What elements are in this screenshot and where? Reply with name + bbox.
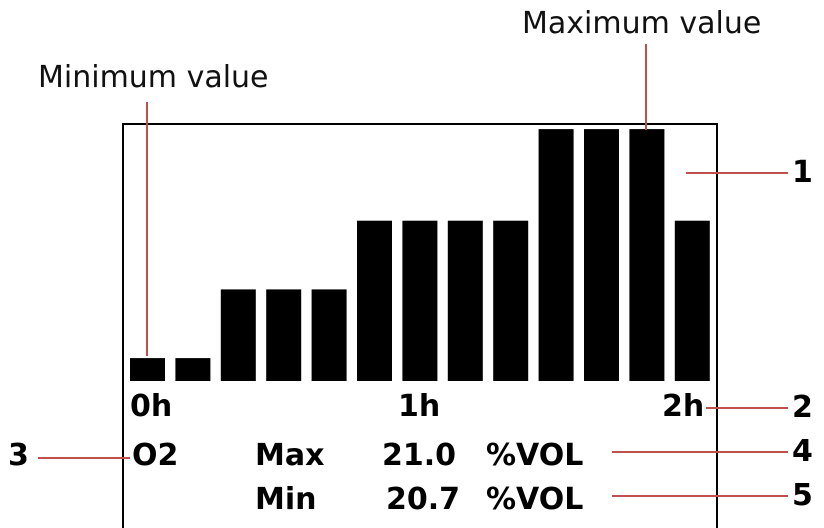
bar-13: [674, 220, 710, 381]
bar-series: [130, 129, 710, 381]
bar-3: [220, 289, 256, 381]
callout-number-2: 2: [792, 390, 813, 425]
max-label: Max: [255, 438, 325, 473]
bar-5: [311, 289, 347, 381]
callout-number-5: 5: [792, 478, 813, 513]
bar-9: [493, 220, 529, 381]
lcd-display-frame: [122, 123, 718, 528]
bar-6: [357, 220, 392, 381]
min-label: Min: [255, 482, 317, 517]
bar-10: [538, 129, 574, 381]
maximum-value-annotation: Maximum value: [522, 6, 762, 41]
min-reading-unit: %VOL: [486, 482, 584, 517]
bar-12: [629, 129, 665, 381]
bar-4: [266, 289, 302, 381]
max-reading-unit: %VOL: [486, 438, 584, 473]
time-axis-label-start: 0h: [130, 389, 173, 424]
bar-7: [402, 220, 438, 381]
max-reading-value: 21.0: [382, 438, 457, 473]
gas-type-label: O2: [132, 438, 179, 473]
leader-lines: [38, 44, 788, 497]
bar-1: [130, 358, 165, 381]
callout-number-4: 4: [792, 434, 813, 469]
bar-11: [584, 129, 619, 381]
time-axis-label-mid: 1h: [398, 389, 441, 424]
time-axis-label-end: 2h: [662, 389, 705, 424]
bar-8: [447, 220, 483, 381]
callout-number-1: 1: [792, 155, 813, 190]
callout-number-3: 3: [8, 438, 29, 473]
minimum-value-annotation: Minimum value: [38, 60, 269, 95]
min-reading-value: 20.7: [386, 482, 461, 517]
bar-2: [175, 358, 211, 381]
